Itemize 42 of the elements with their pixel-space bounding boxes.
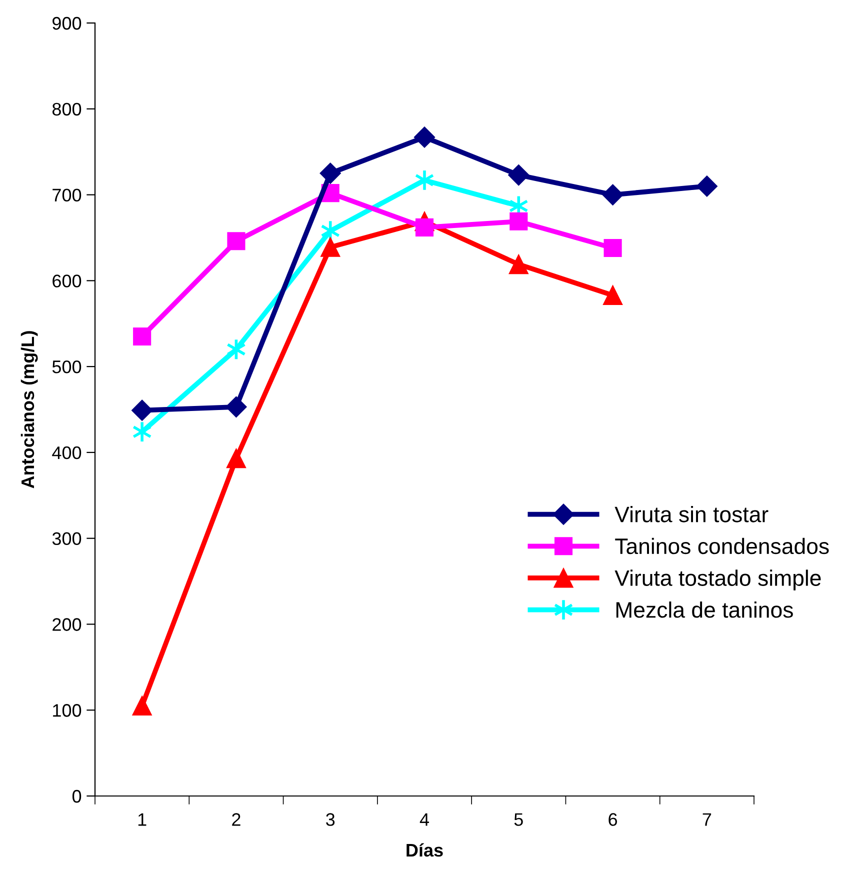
point [226, 448, 246, 468]
y-tick-label: 300 [52, 532, 82, 546]
point [415, 218, 434, 236]
x-tick-label: 2 [232, 813, 240, 826]
x-axis-title: Días [406, 843, 443, 857]
legend-label: Taninos condensados [615, 538, 829, 554]
y-tick-label: 600 [52, 274, 82, 288]
point [604, 239, 622, 258]
legend-label: Viruta tostado simple [614, 570, 821, 590]
point [320, 162, 341, 184]
point [132, 696, 152, 716]
y-tick-label: 900 [52, 16, 82, 30]
point [133, 327, 152, 346]
point [414, 169, 434, 192]
y-axis-title: Antocianos (mg/L) [20, 331, 38, 488]
point [414, 126, 436, 148]
y-tick-label: 700 [52, 188, 82, 202]
legend-label: Viruta sin tostar [614, 506, 768, 522]
point [602, 184, 624, 206]
point [227, 232, 246, 250]
x-tick-label: 7 [702, 813, 712, 826]
point [508, 254, 528, 274]
point [696, 176, 718, 197]
x-tick-label: 5 [514, 813, 523, 826]
y-tick-label: 500 [52, 360, 82, 374]
y-tick-label: 0 [72, 790, 82, 803]
x-tick-label: 1 [138, 813, 146, 826]
x-tick-label: 3 [326, 813, 335, 826]
y-tick-label: 800 [52, 102, 82, 116]
y-tick-label: 100 [53, 704, 82, 717]
x-tick-label: 6 [608, 813, 618, 826]
point [132, 400, 153, 421]
point [603, 286, 623, 305]
point [320, 237, 340, 257]
point [510, 212, 528, 230]
point [132, 420, 152, 443]
point [508, 164, 530, 186]
x-tick-label: 4 [420, 813, 429, 826]
y-tick-label: 200 [52, 618, 82, 631]
point [226, 396, 247, 418]
y-tick-label: 400 [52, 446, 82, 460]
legend-label: Mezcla de taninos [616, 601, 793, 618]
